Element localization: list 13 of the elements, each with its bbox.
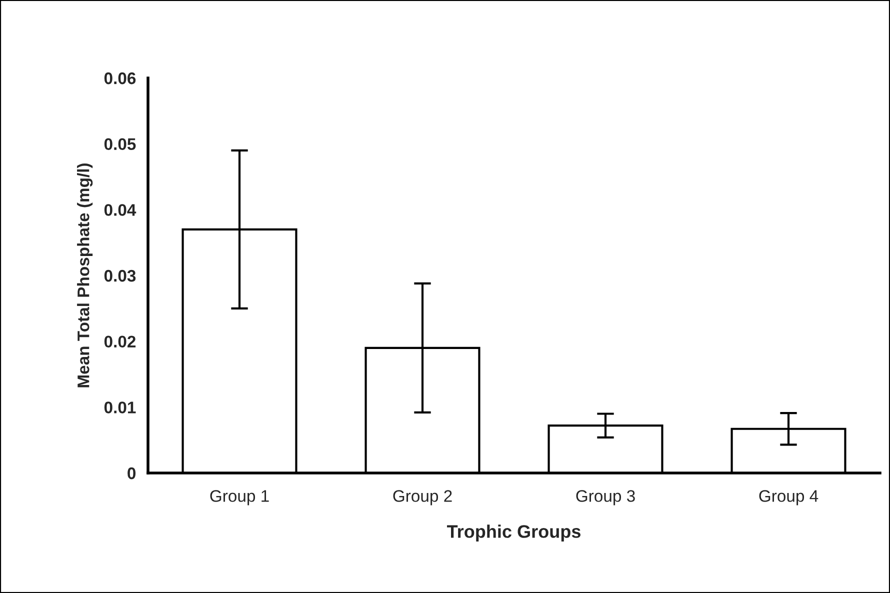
x-tick-label: Group 1 [210,490,269,506]
x-tick-label: Group 4 [759,490,818,506]
y-tick-label: 0.02 [104,336,136,348]
x-tick-label: Group 3 [576,490,635,506]
x-axis-title: Trophic Groups [446,524,580,542]
y-axis-title: Mean Total Phosphate (mg/l) [77,164,93,388]
y-tick-label: 0 [128,467,136,480]
x-tick-label: Group 2 [393,490,452,506]
y-tick-label: 0.03 [104,270,136,282]
y-tick-label: 0.04 [104,204,136,216]
y-tick-label: 0.01 [104,402,136,414]
y-tick-label: 0.05 [104,138,136,150]
y-tick-label: 0.06 [104,72,136,84]
